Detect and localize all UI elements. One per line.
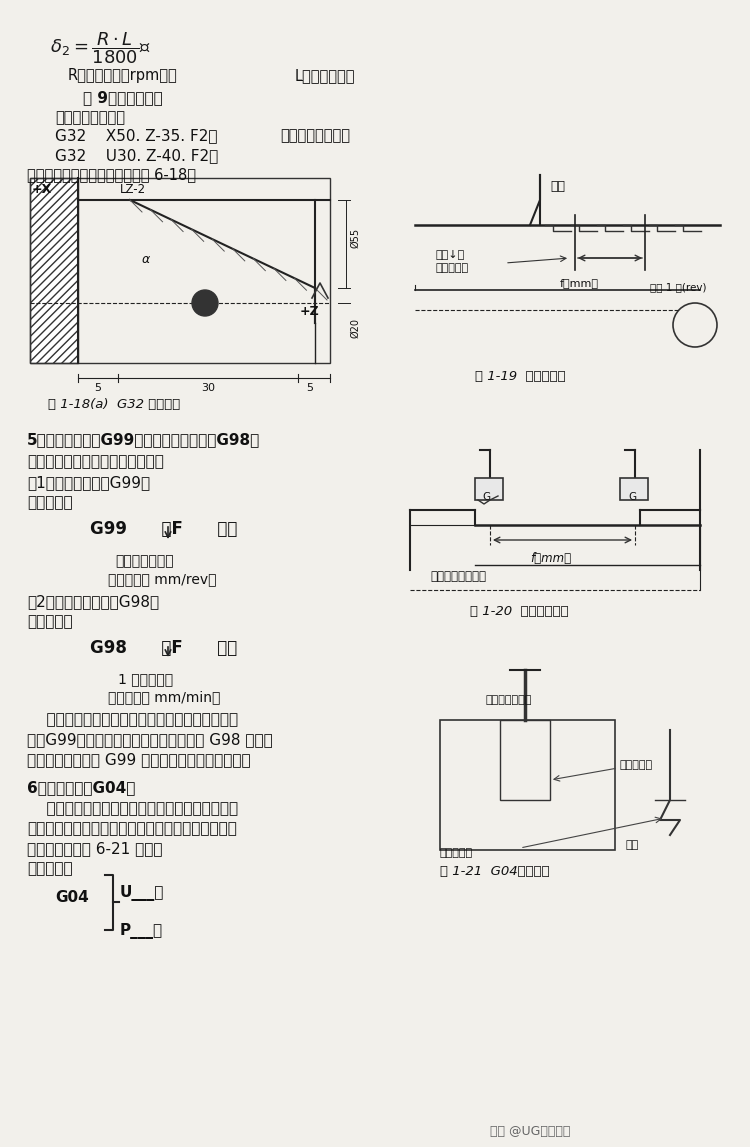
Text: L：螺纹导程。: L：螺纹导程。: [295, 68, 356, 83]
Text: 特别地，当接入电源时，机床进给方式的默认方: 特别地，当接入电源时，机床进给方式的默认方: [27, 712, 239, 727]
Text: 1 分钟进给量: 1 分钟进给量: [118, 672, 173, 686]
Text: G98      （F      ）；: G98 （F ）；: [90, 639, 237, 657]
Text: 5: 5: [307, 383, 314, 393]
Text: Ø55: Ø55: [350, 228, 360, 248]
Text: Ø20: Ø20: [350, 318, 360, 338]
Text: U___；: U___；: [120, 885, 164, 902]
Text: 图 1-20  每分钟进给量: 图 1-20 每分钟进给量: [470, 604, 568, 618]
Text: 纹等场合，如图 6-21 所示：: 纹等场合，如图 6-21 所示：: [27, 841, 163, 856]
Text: 进给机能一直是按 G99 方式以每转进给量来设定。: 进给机能一直是按 G99 方式以每转进给量来设定。: [27, 752, 251, 767]
Text: 图 1-21  G04暂停指令: 图 1-21 G04暂停指令: [440, 865, 550, 877]
Text: （进给速度 mm/rev）: （进给速度 mm/rev）: [108, 572, 217, 586]
Text: 输入格式：: 输入格式：: [27, 861, 73, 876]
Bar: [475, 478, 503, 500]
Circle shape: [192, 290, 218, 317]
Bar: [30, 178, 78, 362]
Text: 切槽成切断刀具: 切槽成切断刀具: [485, 695, 531, 705]
Text: 在孔底暂停: 在孔底暂停: [440, 848, 473, 858]
Bar: [440, 720, 615, 850]
Text: 主轴每转进给量: 主轴每转进给量: [115, 554, 173, 568]
Text: P___；: P___；: [120, 923, 164, 939]
Text: （相对坐标指令）: （相对坐标指令）: [280, 128, 350, 143]
Bar: [30, 178, 330, 362]
Text: 6．暂停指令（G04）: 6．暂停指令（G04）: [27, 780, 135, 795]
Text: f（mm）: f（mm）: [530, 552, 572, 565]
Text: 5: 5: [94, 383, 101, 393]
Text: G: G: [482, 492, 490, 502]
Text: 头条 @UG编程少白: 头条 @UG编程少白: [490, 1125, 570, 1138]
Text: 输入格式：: 输入格式：: [27, 496, 73, 510]
Text: G99      （F      ）；: G99 （F ）；: [90, 520, 237, 538]
Text: 刀具进给量: 刀具进给量: [435, 263, 468, 273]
Text: $\delta_2 = \dfrac{R \cdot L}{1800}$；: $\delta_2 = \dfrac{R \cdot L}{1800}$；: [50, 30, 151, 65]
Text: G04: G04: [55, 890, 88, 905]
Text: 例 9：锥螺纹切削: 例 9：锥螺纹切削: [83, 89, 163, 106]
Text: （进给速度 mm/min）: （进给速度 mm/min）: [108, 690, 220, 704]
Text: 图 1-18(a)  G32 锥螺纹切: 图 1-18(a) G32 锥螺纹切: [48, 398, 180, 411]
Text: 指定进给机能的指令方法有两种：: 指定进给机能的指令方法有两种：: [27, 454, 164, 469]
Text: G: G: [628, 492, 636, 502]
Text: 注）锥螺纹螺距的确定方法（图 6-18）: 注）锥螺纹螺距的确定方法（图 6-18）: [27, 167, 196, 182]
Text: 30: 30: [201, 383, 215, 393]
Text: 式为G99，即每转进给方式。只要不出现 G98 指令，: 式为G99，即每转进给方式。只要不出现 G98 指令，: [27, 732, 273, 747]
Text: 每分钟刀具进给量: 每分钟刀具进给量: [430, 570, 486, 583]
Text: 主轴 1 转(rev): 主轴 1 转(rev): [650, 282, 706, 292]
Text: +Z: +Z: [300, 305, 320, 318]
Text: 整加工。主要用于车削环槽、不通孔以及自动加工螺: 整加工。主要用于车削环槽、不通孔以及自动加工螺: [27, 821, 237, 836]
Text: 该指令可以使刀具作短时间（几秒钟）无进给光: 该指令可以使刀具作短时间（几秒钟）无进给光: [27, 801, 239, 816]
Text: （绝对坐标指令）: （绝对坐标指令）: [55, 110, 125, 125]
Bar: [500, 720, 550, 799]
Text: R：主轴转速（rpm）；: R：主轴转速（rpm）；: [68, 68, 178, 83]
Text: G32    X50. Z-35. F2；: G32 X50. Z-35. F2；: [55, 128, 217, 143]
Text: 刀具: 刀具: [550, 180, 565, 193]
Text: （2）每分钟进给量（G98）: （2）每分钟进给量（G98）: [27, 594, 159, 609]
Text: 输入格式：: 输入格式：: [27, 614, 73, 629]
Text: 5．每转进给量（G99）、每分钟进给量（G98）: 5．每转进给量（G99）、每分钟进给量（G98）: [27, 432, 260, 447]
Text: G32    U30. Z-40. F2；: G32 U30. Z-40. F2；: [55, 148, 218, 163]
Text: 钻头: 钻头: [625, 840, 638, 850]
Text: （1）每转进给量（G99）: （1）每转进给量（G99）: [27, 475, 150, 490]
Text: LZ-2: LZ-2: [120, 184, 146, 196]
Bar: [620, 478, 648, 500]
Text: α: α: [142, 253, 150, 266]
Text: f（mm）: f（mm）: [560, 278, 599, 288]
Text: 图 1-19  每转进给量: 图 1-19 每转进给量: [475, 370, 566, 383]
Text: 在槽底暂停: 在槽底暂停: [620, 760, 653, 770]
Text: 主轴↓转: 主轴↓转: [435, 250, 464, 260]
Text: +X: +X: [32, 184, 53, 196]
